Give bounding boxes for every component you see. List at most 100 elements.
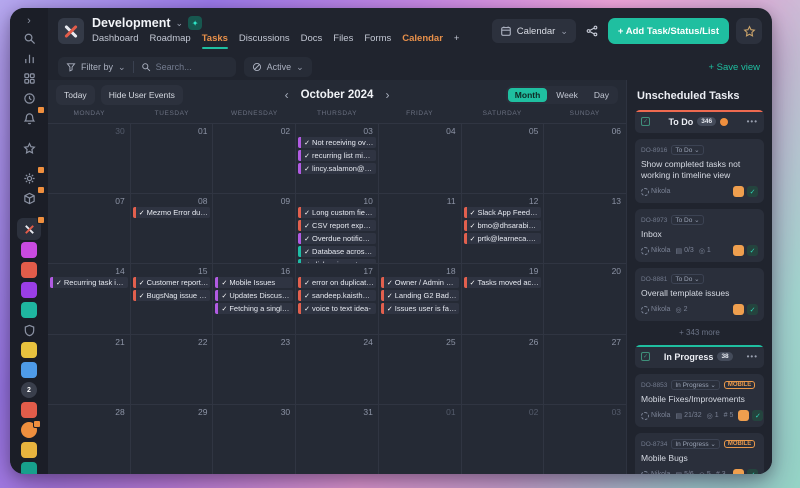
tab-files[interactable]: Files — [333, 33, 354, 44]
calendar-cell[interactable]: 23 — [213, 334, 297, 404]
calendar-cell[interactable]: 04 — [379, 124, 462, 194]
section-header-in-progress[interactable]: ✓ In Progress 38 ••• — [635, 345, 764, 369]
calendar-cell[interactable]: 02 — [213, 124, 297, 194]
view-mode-month[interactable]: Month — [507, 88, 548, 102]
app-yellow[interactable] — [21, 342, 37, 358]
calendar-cell[interactable]: 01 — [131, 124, 214, 194]
calendar-cell[interactable]: 24 — [296, 334, 379, 404]
calendar-cell[interactable]: 21 — [48, 334, 131, 404]
section-menu-icon[interactable]: ••• — [746, 352, 758, 362]
app-red[interactable] — [21, 262, 37, 278]
calendar-cell[interactable]: 10✓Long custom field n...✓CSV report exp… — [296, 194, 379, 264]
save-view-button[interactable]: + Save view — [708, 61, 761, 73]
task-card[interactable]: DO-8916 To Do ⌄ Show completed tasks not w… — [635, 139, 764, 204]
calendar-event[interactable]: ✓Overdue notification... — [298, 233, 376, 245]
task-card[interactable]: DO-8973 To Do ⌄ Inbox Nikola ▤ 0/3 ◎ 1 ✓ — [635, 209, 764, 263]
calendar-cell[interactable]: 30 — [48, 124, 131, 194]
shield-icon[interactable] — [17, 320, 41, 340]
task-card[interactable]: DO-8881 To Do ⌄ Overall template issues Nik… — [635, 268, 764, 322]
section-header-to-do[interactable]: ✓ To Do 346 ••• — [635, 110, 764, 133]
calendar-cell[interactable]: 20 — [544, 264, 626, 333]
tab-roadmap[interactable]: Roadmap — [149, 33, 191, 44]
app-blue[interactable] — [21, 362, 37, 378]
calendar-cell[interactable]: 16 ✓ Mobile Issues ✓ Updates Discussed ✓ Fetch… — [213, 264, 297, 334]
calendar-cell[interactable]: 03 — [544, 405, 626, 474]
calendar-cell[interactable]: 09 — [213, 194, 297, 264]
tab-[interactable]: + — [453, 33, 460, 44]
favorite-view-button[interactable] — [736, 18, 762, 44]
app-teal[interactable] — [21, 302, 37, 318]
next-month-icon[interactable]: › — [385, 88, 390, 102]
recents-clock-icon[interactable] — [17, 88, 41, 108]
calendar-cell[interactable]: 15✓Customer reported i...✓BugsNag issue … — [131, 264, 214, 334]
calendar-cell[interactable]: 27 — [544, 335, 626, 404]
hide-user-events-button[interactable]: Hide User Events — [100, 85, 183, 105]
dashboard-chart-icon[interactable] — [17, 48, 41, 68]
app-circle-2[interactable]: 2 — [21, 382, 37, 398]
calendar-cell[interactable]: 13 — [544, 194, 626, 263]
notifications-bell-icon[interactable] — [17, 106, 45, 128]
calendar-event[interactable]: ✓ Mobile Issues — [215, 277, 294, 289]
calendar-cell[interactable]: 05 — [462, 124, 545, 194]
view-mode-day[interactable]: Day — [593, 90, 609, 100]
task-status-dropdown[interactable]: In Progress ⌄ — [671, 439, 720, 450]
calendar-event[interactable]: ✓Fetching a single ta... — [215, 303, 294, 315]
calendar-cell[interactable]: 30 — [213, 404, 297, 474]
calendar-event[interactable]: ✓prtk@learneca.com-... — [463, 233, 542, 245]
calendar-cell[interactable]: 29 — [131, 404, 214, 474]
calendar-event[interactable]: ✓recurring list missin... — [298, 150, 376, 161]
app-magenta[interactable] — [21, 242, 37, 258]
calendar-event[interactable]: ✓Long custom field n... — [298, 207, 376, 219]
calendar-cell[interactable]: 01 — [379, 404, 462, 474]
favorites-star-icon[interactable] — [17, 138, 41, 158]
tab-tasks[interactable]: Tasks — [201, 33, 229, 49]
calendar-cell[interactable]: 02 — [462, 404, 545, 474]
section-menu-icon[interactable]: ••• — [746, 117, 758, 126]
calendar-event[interactable]: ✓ Slack App Feedback — [463, 207, 542, 219]
task-status-dropdown[interactable]: In Progress ⌄ — [671, 380, 720, 391]
settings-gear-icon[interactable] — [17, 166, 45, 188]
calendar-cell[interactable]: 11 — [379, 194, 462, 264]
calendar-cell[interactable]: 22 — [131, 334, 214, 404]
calendar-event[interactable]: ✓Mezmo Error due to ... — [132, 207, 211, 219]
calendar-event[interactable]: ✓bmo@dhsarabia.co... — [463, 220, 542, 232]
apps-grid-icon[interactable] — [17, 68, 41, 88]
calendar-event[interactable]: ✓ voice to text idea- — [298, 303, 376, 315]
calendar-event[interactable]: ✓Landing G2 Badge L... — [380, 290, 459, 302]
development-project-icon[interactable] — [17, 216, 45, 240]
calendar-event[interactable]: ✓ Issues user is facing — [380, 303, 459, 315]
calendar-cell[interactable]: 31 — [296, 404, 379, 474]
calendar-event[interactable]: ✓ Recurring task issue — [50, 277, 128, 289]
filter-by-button[interactable]: Filter by — [81, 62, 114, 72]
calendar-cell[interactable]: 06 — [544, 124, 626, 193]
calendar-event[interactable]: ✓Not receiving overd... — [298, 137, 376, 148]
calendar-cell[interactable]: 03✓Not receiving overd...✓recurring list… — [296, 124, 379, 194]
calendar-event[interactable]: ✓clickup import error — [298, 259, 376, 264]
calendar-event[interactable]: ✓ Updates Discussed — [215, 290, 294, 302]
calendar-event[interactable]: ✓error on duplicating ... — [298, 277, 376, 289]
search-input[interactable] — [155, 62, 228, 72]
task-status-dropdown[interactable]: To Do ⌄ — [671, 274, 704, 285]
share-button[interactable] — [583, 19, 601, 43]
calendar-cell[interactable]: 07 — [48, 194, 131, 264]
tab-calendar[interactable]: Calendar — [402, 33, 443, 44]
app-yellow-2[interactable] — [21, 442, 37, 458]
calendar-event[interactable]: ✓sandeep.kaistha@fli... — [298, 290, 376, 302]
calendar-event[interactable]: ✓Database across reg... — [298, 246, 376, 258]
calendar-cell[interactable]: 14 ✓ Recurring task issue — [48, 264, 131, 334]
task-card[interactable]: DO-8853 In Progress ⌄ MOBILE Mobile Fixes/I… — [635, 374, 764, 428]
chevron-down-icon[interactable]: ⌄ — [175, 17, 184, 28]
calendar-event[interactable]: ✓CSV report exports ... — [298, 220, 376, 232]
add-task-button[interactable]: + Add Task/Status/List — [607, 18, 729, 44]
view-dropdown[interactable]: Calendar ⌄ — [491, 19, 576, 43]
tab-discussions[interactable]: Discussions — [238, 33, 290, 44]
calendar-cell[interactable]: 18✓Owner / Admin edit ...✓Landing G2 Bad… — [379, 264, 462, 334]
task-status-dropdown[interactable]: To Do ⌄ — [671, 215, 704, 226]
tab-dashboard[interactable]: Dashboard — [92, 33, 139, 44]
search-icon[interactable] — [17, 28, 41, 48]
calendar-event[interactable]: ✓BugsNag issue - 10-... — [132, 290, 211, 302]
active-filter-dropdown[interactable]: Active ⌄ — [243, 57, 312, 77]
show-more-link[interactable]: + 343 more — [679, 328, 720, 338]
tab-docs[interactable]: Docs — [300, 33, 323, 44]
